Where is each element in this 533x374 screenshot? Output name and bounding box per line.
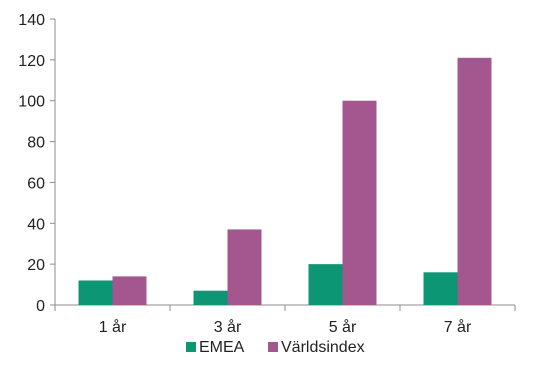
bar-emea-1: [78, 280, 113, 305]
legend: EMEA Världsindex: [186, 339, 365, 356]
y-tick-label: 60: [27, 175, 45, 192]
legend-swatch: [186, 342, 196, 352]
x-tick-label: 7 år: [444, 318, 472, 336]
bar-emea-2: [193, 290, 228, 305]
x-tick-label: 5 år: [329, 318, 357, 336]
legend-label: Världsindex: [281, 339, 365, 356]
x-tick-label: 3 år: [214, 318, 242, 336]
y-tick-label: 20: [27, 257, 45, 274]
x-tick-label: 1 år: [99, 318, 127, 336]
legend-label: EMEA: [199, 339, 245, 356]
bars: [78, 57, 492, 305]
bar-v-rldsindex-3: [342, 100, 377, 305]
bar-v-rldsindex-4: [457, 57, 492, 305]
y-tick-label: 40: [27, 216, 45, 233]
bar-emea-4: [423, 272, 458, 305]
bar-emea-3: [308, 264, 343, 305]
y-tick-label: 80: [27, 135, 45, 152]
y-tick-label: 0: [36, 298, 45, 315]
y-tick-label: 120: [18, 53, 45, 70]
bar-v-rldsindex-1: [112, 276, 147, 305]
bar-v-rldsindex-2: [227, 229, 262, 305]
y-axis: 0 20 40 60 80 100 120 140: [18, 12, 56, 315]
y-tick-label: 100: [18, 94, 45, 111]
legend-swatch: [268, 342, 278, 352]
y-tick-label: 140: [18, 12, 45, 29]
x-axis: 1 år 3 år 5 år 7 år: [54, 304, 516, 336]
